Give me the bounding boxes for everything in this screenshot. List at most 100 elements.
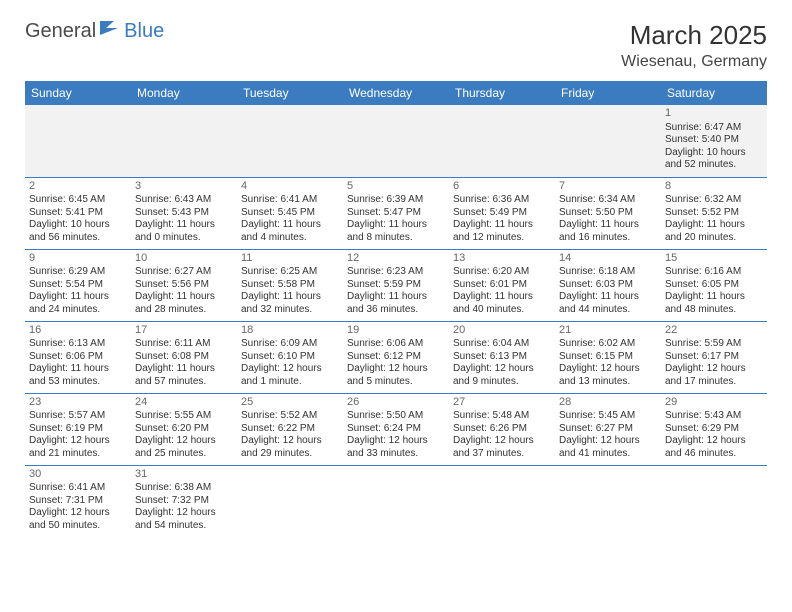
day-number: 2 xyxy=(29,180,127,194)
sunrise-text: Sunrise: 6:45 AM xyxy=(29,194,127,207)
logo-flag-icon xyxy=(100,19,122,40)
day-cell: 11Sunrise: 6:25 AMSunset: 5:58 PMDayligh… xyxy=(237,249,343,321)
daylight-text-2: and 25 minutes. xyxy=(135,448,233,461)
daylight-text-2: and 12 minutes. xyxy=(453,232,551,245)
day-cell: 21Sunrise: 6:02 AMSunset: 6:15 PMDayligh… xyxy=(555,321,661,393)
sunrise-text: Sunrise: 6:18 AM xyxy=(559,266,657,279)
daylight-text-1: Daylight: 11 hours xyxy=(135,363,233,376)
daylight-text-1: Daylight: 12 hours xyxy=(559,435,657,448)
logo-text-general: General xyxy=(25,20,96,43)
week-row: 1Sunrise: 6:47 AMSunset: 5:40 PMDaylight… xyxy=(25,105,767,177)
month-title: March 2025 xyxy=(621,20,767,51)
daylight-text-2: and 46 minutes. xyxy=(665,448,763,461)
day-number: 22 xyxy=(665,324,763,338)
day-cell: 24Sunrise: 5:55 AMSunset: 6:20 PMDayligh… xyxy=(131,393,237,465)
daylight-text-1: Daylight: 11 hours xyxy=(665,291,763,304)
day-number: 17 xyxy=(135,324,233,338)
day-cell: 9Sunrise: 6:29 AMSunset: 5:54 PMDaylight… xyxy=(25,249,131,321)
daylight-text-2: and 37 minutes. xyxy=(453,448,551,461)
sunrise-text: Sunrise: 6:39 AM xyxy=(347,194,445,207)
daylight-text-2: and 9 minutes. xyxy=(453,376,551,389)
daylight-text-1: Daylight: 12 hours xyxy=(29,507,127,520)
sunset-text: Sunset: 6:01 PM xyxy=(453,279,551,292)
sunset-text: Sunset: 5:43 PM xyxy=(135,207,233,220)
day-number: 20 xyxy=(453,324,551,338)
day-cell: 29Sunrise: 5:43 AMSunset: 6:29 PMDayligh… xyxy=(661,393,767,465)
day-cell: 18Sunrise: 6:09 AMSunset: 6:10 PMDayligh… xyxy=(237,321,343,393)
sunrise-text: Sunrise: 6:29 AM xyxy=(29,266,127,279)
sunset-text: Sunset: 6:17 PM xyxy=(665,351,763,364)
sunset-text: Sunset: 5:58 PM xyxy=(241,279,339,292)
day-number: 8 xyxy=(665,180,763,194)
daylight-text-1: Daylight: 12 hours xyxy=(559,363,657,376)
daylight-text-2: and 8 minutes. xyxy=(347,232,445,245)
sunset-text: Sunset: 6:22 PM xyxy=(241,423,339,436)
daylight-text-1: Daylight: 12 hours xyxy=(135,435,233,448)
day-cell: 20Sunrise: 6:04 AMSunset: 6:13 PMDayligh… xyxy=(449,321,555,393)
daylight-text-1: Daylight: 12 hours xyxy=(29,435,127,448)
sunset-text: Sunset: 5:47 PM xyxy=(347,207,445,220)
day-number: 25 xyxy=(241,396,339,410)
sunrise-text: Sunrise: 5:43 AM xyxy=(665,410,763,423)
daylight-text-2: and 41 minutes. xyxy=(559,448,657,461)
day-cell xyxy=(555,105,661,177)
sunrise-text: Sunrise: 5:57 AM xyxy=(29,410,127,423)
sunrise-text: Sunrise: 6:41 AM xyxy=(29,482,127,495)
calendar-page: General Blue March 2025 Wiesenau, German… xyxy=(0,0,792,557)
daylight-text-1: Daylight: 11 hours xyxy=(241,219,339,232)
header: General Blue March 2025 Wiesenau, German… xyxy=(25,20,767,71)
col-monday: Monday xyxy=(131,81,237,105)
daylight-text-1: Daylight: 12 hours xyxy=(241,363,339,376)
day-number: 6 xyxy=(453,180,551,194)
day-cell xyxy=(449,465,555,537)
daylight-text-2: and 28 minutes. xyxy=(135,304,233,317)
header-row: Sunday Monday Tuesday Wednesday Thursday… xyxy=(25,81,767,105)
daylight-text-2: and 0 minutes. xyxy=(135,232,233,245)
day-cell xyxy=(237,465,343,537)
daylight-text-2: and 1 minute. xyxy=(241,376,339,389)
day-cell: 31Sunrise: 6:38 AMSunset: 7:32 PMDayligh… xyxy=(131,465,237,537)
daylight-text-1: Daylight: 12 hours xyxy=(347,363,445,376)
daylight-text-1: Daylight: 11 hours xyxy=(29,291,127,304)
day-number: 27 xyxy=(453,396,551,410)
day-cell xyxy=(343,465,449,537)
day-number: 28 xyxy=(559,396,657,410)
daylight-text-1: Daylight: 12 hours xyxy=(135,507,233,520)
sunrise-text: Sunrise: 6:06 AM xyxy=(347,338,445,351)
sunset-text: Sunset: 5:54 PM xyxy=(29,279,127,292)
daylight-text-2: and 17 minutes. xyxy=(665,376,763,389)
week-row: 2Sunrise: 6:45 AMSunset: 5:41 PMDaylight… xyxy=(25,177,767,249)
sunset-text: Sunset: 5:59 PM xyxy=(347,279,445,292)
sunrise-text: Sunrise: 6:36 AM xyxy=(453,194,551,207)
sunrise-text: Sunrise: 5:48 AM xyxy=(453,410,551,423)
sunrise-text: Sunrise: 6:41 AM xyxy=(241,194,339,207)
sunrise-text: Sunrise: 6:09 AM xyxy=(241,338,339,351)
daylight-text-2: and 33 minutes. xyxy=(347,448,445,461)
day-cell: 14Sunrise: 6:18 AMSunset: 6:03 PMDayligh… xyxy=(555,249,661,321)
daylight-text-2: and 24 minutes. xyxy=(29,304,127,317)
daylight-text-2: and 5 minutes. xyxy=(347,376,445,389)
daylight-text-2: and 4 minutes. xyxy=(241,232,339,245)
day-number: 9 xyxy=(29,252,127,266)
daylight-text-1: Daylight: 12 hours xyxy=(665,363,763,376)
daylight-text-1: Daylight: 11 hours xyxy=(135,291,233,304)
sunrise-text: Sunrise: 6:34 AM xyxy=(559,194,657,207)
sunset-text: Sunset: 5:50 PM xyxy=(559,207,657,220)
day-number: 30 xyxy=(29,468,127,482)
day-cell: 12Sunrise: 6:23 AMSunset: 5:59 PMDayligh… xyxy=(343,249,449,321)
day-number: 15 xyxy=(665,252,763,266)
col-thursday: Thursday xyxy=(449,81,555,105)
day-number: 14 xyxy=(559,252,657,266)
sunset-text: Sunset: 6:20 PM xyxy=(135,423,233,436)
week-row: 23Sunrise: 5:57 AMSunset: 6:19 PMDayligh… xyxy=(25,393,767,465)
sunset-text: Sunset: 7:31 PM xyxy=(29,495,127,508)
daylight-text-2: and 13 minutes. xyxy=(559,376,657,389)
daylight-text-1: Daylight: 10 hours xyxy=(665,147,763,160)
sunrise-text: Sunrise: 6:16 AM xyxy=(665,266,763,279)
daylight-text-2: and 36 minutes. xyxy=(347,304,445,317)
day-number: 13 xyxy=(453,252,551,266)
sunrise-text: Sunrise: 6:27 AM xyxy=(135,266,233,279)
day-cell: 5Sunrise: 6:39 AMSunset: 5:47 PMDaylight… xyxy=(343,177,449,249)
sunrise-text: Sunrise: 5:59 AM xyxy=(665,338,763,351)
daylight-text-1: Daylight: 11 hours xyxy=(665,219,763,232)
